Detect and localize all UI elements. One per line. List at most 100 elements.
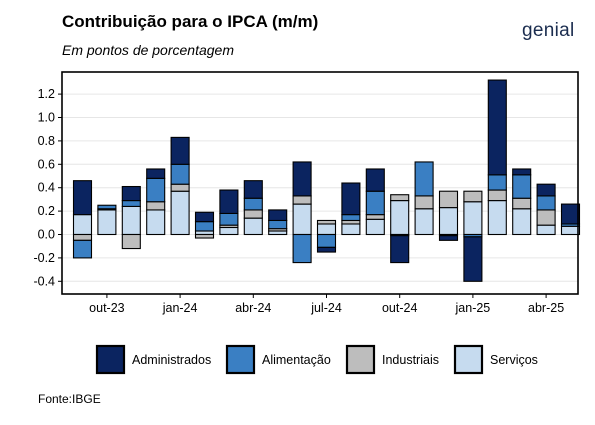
bar-segment-alimentao-dez-23	[146, 177, 166, 203]
bar-segment-administrados-out-24	[390, 235, 410, 264]
bar-segment-servios-mai-25	[560, 225, 581, 236]
x-tick-label: abr-24	[235, 301, 271, 315]
bar-segment-industriais-dez-24	[438, 190, 459, 209]
bar-segment-servios-set-24	[365, 218, 385, 236]
y-tick-label: 0.2	[38, 204, 55, 218]
bar-segment-servios-set-23	[72, 214, 93, 236]
bar-segment-industriais-jul-24	[316, 219, 337, 225]
bar-segment-industriais-nov-24	[414, 195, 434, 210]
legend-swatch-alimentao	[225, 344, 256, 375]
bar-segment-administrados-ago-24	[341, 182, 361, 216]
y-tick-label: 1.2	[38, 87, 55, 101]
bar-segment-servios-out-24	[390, 200, 410, 236]
bar-segment-administrados-jan-24	[170, 136, 190, 165]
bar-segment-servios-out-23	[97, 209, 117, 236]
bar-segment-administrados-fev-25	[487, 79, 507, 176]
bar-segment-industriais-fev-25	[487, 189, 507, 202]
bar-segment-administrados-jun-24	[292, 161, 312, 197]
bar-segment-servios-jan-25	[463, 201, 483, 236]
bar-segment-administrados-mai-25	[560, 203, 581, 225]
bar-segment-servios-abr-25	[536, 224, 556, 236]
source-note: Fonte:IBGE	[38, 392, 101, 406]
bar-segment-alimentao-ago-24	[341, 214, 361, 222]
bar-segment-industriais-dez-23	[146, 201, 166, 211]
bar-segment-servios-dez-23	[146, 209, 166, 236]
bar-segment-servios-nov-23	[121, 205, 141, 236]
bar-segment-industriais-set-23	[72, 233, 93, 241]
bar-segment-industriais-jan-25	[463, 190, 483, 203]
legend-label-alimentao: Alimentação	[262, 353, 331, 367]
y-tick-label: -0.2	[33, 251, 55, 265]
bar-segment-alimentao-nov-23	[121, 200, 141, 207]
y-tick-label: 0.6	[38, 157, 55, 171]
y-tick-label: 0.4	[38, 181, 55, 195]
bar-segment-servios-mar-25	[512, 208, 532, 236]
bar-segment-administrados-dez-24	[438, 235, 459, 241]
bar-segment-servios-fev-25	[487, 200, 507, 236]
bar-segment-alimentao-mar-25	[512, 174, 532, 199]
legend-swatch-servios	[453, 344, 484, 375]
x-tick-label: jul-24	[310, 301, 342, 315]
legend-swatch-administrados	[95, 344, 126, 375]
bar-segment-industriais-abr-24	[243, 209, 263, 219]
bar-segment-administrados-abr-25	[536, 183, 556, 197]
bar-segment-administrados-abr-24	[243, 180, 263, 199]
bar-segment-administrados-set-24	[365, 168, 385, 192]
bar-segment-alimentao-nov-24	[414, 161, 434, 197]
y-tick-label: 1.0	[38, 111, 55, 125]
bar-segment-servios-jan-24	[170, 190, 190, 236]
bar-segment-administrados-fev-24	[194, 211, 215, 223]
bar-segment-servios-abr-24	[243, 217, 263, 236]
y-tick-label: 0.0	[38, 228, 55, 242]
bar-segment-servios-mar-24	[219, 226, 239, 236]
x-tick-label: out-23	[89, 301, 124, 315]
bar-segment-industriais-jan-24	[170, 183, 190, 192]
bar-segment-administrados-jul-24	[316, 246, 337, 253]
y-tick-label: -0.4	[33, 274, 55, 288]
bar-segment-administrados-jan-25	[463, 236, 483, 282]
bar-segment-industriais-nov-23	[121, 233, 141, 250]
bar-segment-alimentao-set-23	[72, 239, 93, 259]
bar-segment-industriais-fev-24	[194, 233, 215, 239]
x-tick-label: abr-25	[528, 301, 564, 315]
bar-segment-alimentao-jan-24	[170, 163, 190, 185]
bar-segment-alimentao-abr-25	[536, 195, 556, 211]
bar-segment-industriais-jun-24	[292, 195, 312, 205]
plot-frame	[61, 71, 579, 295]
bar-segment-industriais-set-24	[365, 214, 385, 220]
legend: Administrados Alimentação Industriais Servi…	[95, 344, 538, 375]
bar-segment-alimentao-jun-24	[292, 233, 312, 264]
y-tick-label: 0.8	[38, 134, 55, 148]
bar-segment-alimentao-mar-24	[219, 212, 239, 226]
bar-segment-administrados-mar-25	[512, 168, 532, 176]
bar-segment-alimentao-mai-24	[268, 219, 288, 230]
bar-segment-servios-ago-24	[341, 223, 361, 236]
bar-segment-alimentao-jul-24	[316, 233, 337, 248]
x-tick-label: out-24	[382, 301, 417, 315]
bar-segment-alimentao-fev-24	[194, 221, 215, 232]
bar-segment-servios-dez-24	[438, 207, 459, 236]
bar-segment-administrados-dez-23	[146, 168, 166, 179]
brand-logo: genial	[522, 20, 575, 41]
legend-swatch-industriais	[345, 344, 376, 375]
legend-label-administrados: Administrados	[132, 353, 211, 367]
x-tick-label: jan-25	[455, 301, 491, 315]
bar-segment-administrados-nov-23	[121, 185, 141, 202]
bar-segment-administrados-mai-24	[268, 209, 288, 222]
bar-segment-alimentao-set-24	[365, 190, 385, 216]
legend-label-industriais: Industriais	[382, 353, 439, 367]
bar-segment-industriais-mar-25	[512, 197, 532, 210]
bar-segment-administrados-set-23	[72, 180, 93, 216]
legend-label-servios: Serviços	[490, 353, 538, 367]
bar-segment-industriais-out-24	[390, 194, 410, 202]
bar-segment-servios-jul-24	[316, 223, 337, 236]
x-tick-label: jan-24	[162, 301, 198, 315]
bar-segment-industriais-abr-25	[536, 209, 556, 226]
chart-subtitle: Em pontos de porcentagem	[62, 42, 234, 58]
bar-segment-administrados-mar-24	[219, 189, 239, 214]
bars	[72, 79, 581, 282]
chart-title: Contribuição para o IPCA (m/m)	[62, 12, 319, 31]
axes: -0.4 -0.2 0.0 0.2 0.4 0.6 0.8 1.0 1.2 out-23 jan-2…	[33, 87, 564, 315]
bar-segment-alimentao-fev-25	[487, 174, 507, 191]
